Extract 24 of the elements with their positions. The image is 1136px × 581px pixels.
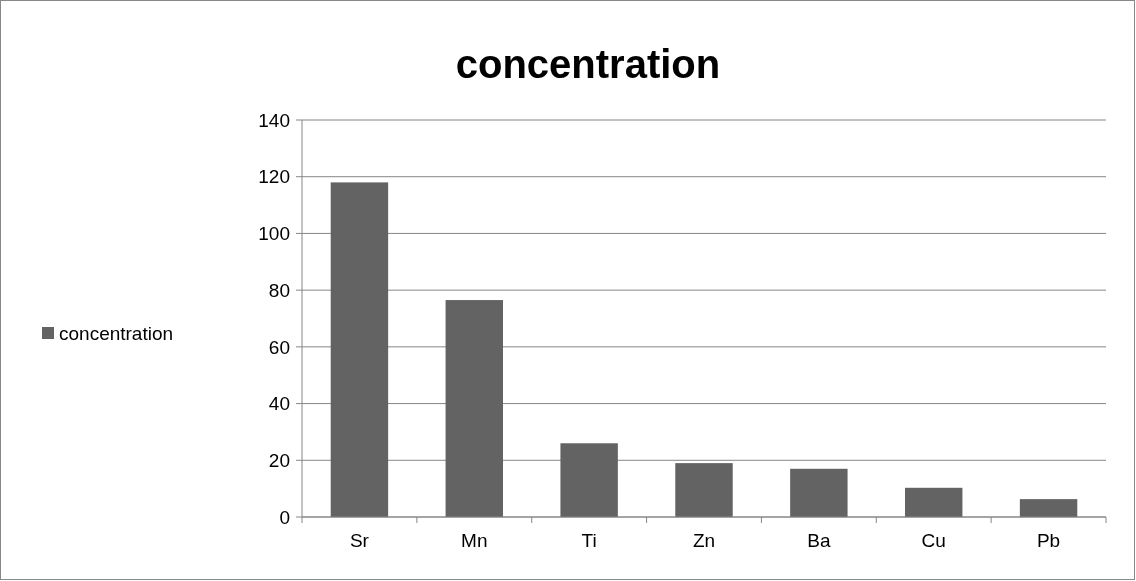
- x-tick-label: Zn: [692, 530, 716, 551]
- x-tick-label: Mn: [461, 530, 488, 551]
- bar: [675, 463, 733, 517]
- y-tick-label: 120: [258, 166, 290, 188]
- x-tick-label: Cu: [921, 530, 946, 551]
- x-tick-label: Pb: [1036, 530, 1061, 551]
- y-tick-label: 140: [258, 109, 290, 131]
- legend-label: concentration: [59, 322, 174, 344]
- y-tick-label: 60: [268, 336, 290, 358]
- bar: [330, 182, 389, 517]
- x-tick-label: Ti: [581, 530, 597, 551]
- y-tick-label: 0: [279, 506, 290, 528]
- y-tick-label: 40: [268, 393, 290, 415]
- bar: [560, 443, 618, 517]
- chart-title: concentration: [455, 42, 721, 86]
- y-tick-label: 80: [268, 279, 290, 301]
- y-tick-label: 100: [258, 223, 290, 245]
- bar: [1019, 499, 1078, 517]
- bar: [790, 468, 848, 517]
- y-tick-label: 20: [268, 449, 290, 471]
- bar: [905, 487, 963, 517]
- bar: [445, 300, 503, 517]
- x-tick-label: Ba: [807, 530, 831, 551]
- x-tick-label: Sr: [349, 530, 370, 551]
